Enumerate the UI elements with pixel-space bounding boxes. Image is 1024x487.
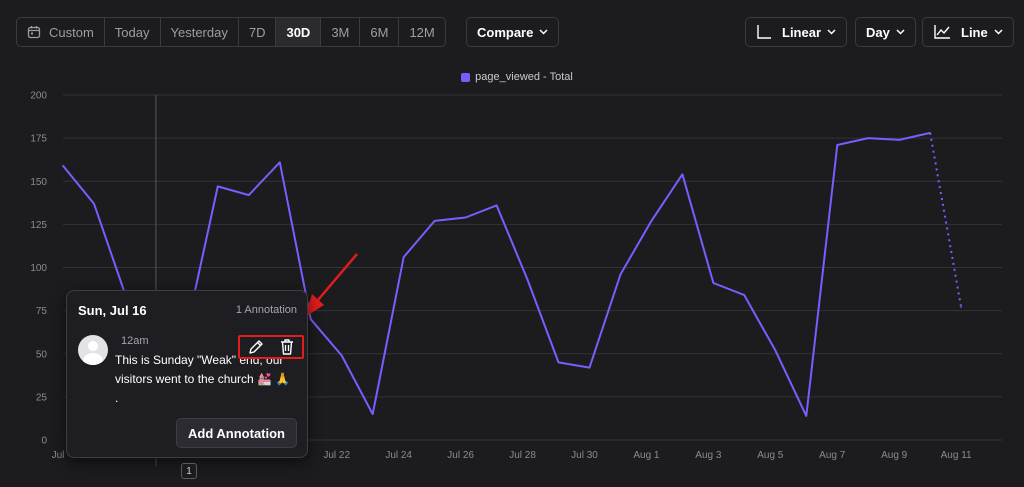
chart-type-label: Line — [961, 24, 988, 40]
annotation-date: Sun, Jul 16 — [78, 303, 147, 318]
linear-axis-icon — [756, 24, 772, 40]
data-point — [526, 278, 529, 281]
trash-icon[interactable] — [279, 338, 295, 356]
y-tick-label: 150 — [30, 177, 47, 188]
data-point — [248, 194, 250, 196]
data-point — [278, 161, 281, 164]
annotation-text: This is Sunday "Weak" end, our visitors … — [115, 353, 291, 405]
chevron-down-icon — [896, 29, 905, 35]
data-point — [93, 202, 95, 205]
x-tick-label: Aug 5 — [757, 450, 784, 461]
chevron-down-icon — [539, 29, 548, 35]
data-point — [712, 282, 715, 284]
series-line-incomplete — [929, 132, 963, 308]
scale-dropdown[interactable]: Linear — [745, 17, 848, 47]
data-point — [309, 318, 312, 321]
interval-dropdown[interactable]: Day — [855, 17, 916, 47]
x-tick-label: Aug 7 — [819, 450, 846, 461]
chevron-down-icon — [994, 29, 1003, 35]
y-tick-label: 100 — [30, 263, 47, 274]
data-point — [743, 294, 746, 296]
data-point — [340, 354, 343, 357]
data-point — [774, 349, 777, 352]
x-tick-label: Aug 9 — [881, 450, 908, 461]
x-tick-label: Jul 26 — [447, 450, 474, 461]
data-point — [62, 164, 64, 167]
data-point — [960, 306, 962, 308]
range-7d-button[interactable]: 7D — [239, 18, 277, 46]
y-tick-label: 50 — [36, 349, 48, 360]
range-6m-button[interactable]: 6M — [360, 18, 400, 46]
x-tick-label: Jul 22 — [323, 450, 350, 461]
range-3m-button[interactable]: 3M — [321, 18, 361, 46]
annotation-marker[interactable]: 1 — [181, 463, 197, 479]
data-point — [217, 185, 219, 188]
x-tick-label: Jul 28 — [509, 450, 536, 461]
compare-button[interactable]: Compare — [466, 17, 560, 47]
data-point — [495, 204, 498, 207]
line-chart-icon — [933, 24, 951, 40]
range-today-button[interactable]: Today — [105, 18, 161, 46]
edit-icon[interactable] — [247, 338, 265, 356]
range-yesterday-button[interactable]: Yesterday — [161, 18, 239, 46]
interval-label: Day — [866, 24, 890, 40]
range-custom-label: Custom — [49, 24, 94, 40]
data-point — [464, 216, 467, 219]
data-point — [929, 132, 931, 134]
calendar-icon — [27, 25, 41, 39]
legend-label: page_viewed - Total — [475, 71, 573, 83]
legend-swatch — [461, 72, 471, 82]
data-point — [681, 173, 684, 176]
data-point — [805, 415, 808, 417]
annotation-count: 1 Annotation — [235, 304, 297, 316]
data-point — [619, 273, 622, 276]
data-point — [867, 137, 870, 139]
x-tick-label: Aug 3 — [695, 450, 722, 461]
range-30d-button[interactable]: 30D — [276, 18, 322, 46]
annotation-time: 12am — [121, 335, 149, 347]
data-point — [371, 413, 374, 415]
data-point — [433, 220, 436, 222]
x-tick-label: Aug 11 — [941, 450, 972, 461]
compare-label: Compare — [477, 24, 534, 40]
data-point — [557, 361, 560, 364]
chart-legend: page_viewed - Total — [0, 71, 1024, 83]
red-arrow-annotation — [317, 253, 358, 301]
x-tick-label: Jul 30 — [571, 450, 598, 461]
annotation-actions — [238, 335, 304, 359]
data-point — [588, 366, 591, 369]
y-tick-label: 125 — [30, 220, 47, 231]
y-tick-label: 175 — [30, 134, 47, 145]
avatar — [78, 335, 108, 365]
date-range-group: Custom Today Yesterday 7D 30D 3M 6M 12M — [16, 17, 446, 47]
range-12m-button[interactable]: 12M — [409, 24, 435, 40]
y-axis: 0 25 50 75 100 125 150 175 200 — [30, 91, 47, 447]
range-custom-button[interactable]: Custom — [17, 18, 105, 46]
scale-label: Linear — [782, 24, 822, 40]
chevron-down-icon — [827, 29, 836, 35]
y-tick-label: 25 — [36, 392, 48, 403]
x-tick-label: Jul — [52, 450, 65, 461]
data-point — [650, 220, 653, 222]
y-tick-label: 0 — [41, 436, 47, 447]
data-point — [402, 256, 405, 258]
chart-type-dropdown[interactable]: Line — [922, 17, 1014, 47]
x-tick-label: Jul 24 — [385, 450, 412, 461]
add-annotation-button[interactable]: Add Annotation — [176, 418, 297, 448]
data-point — [836, 144, 839, 146]
red-arrowhead — [305, 294, 324, 317]
y-tick-label: 75 — [36, 306, 48, 317]
annotation-popover: Sun, Jul 16 1 Annotation 12am This is Su… — [66, 290, 308, 458]
x-tick-label: Aug 1 — [633, 450, 660, 461]
data-point — [898, 139, 900, 141]
y-tick-label: 200 — [30, 91, 47, 102]
